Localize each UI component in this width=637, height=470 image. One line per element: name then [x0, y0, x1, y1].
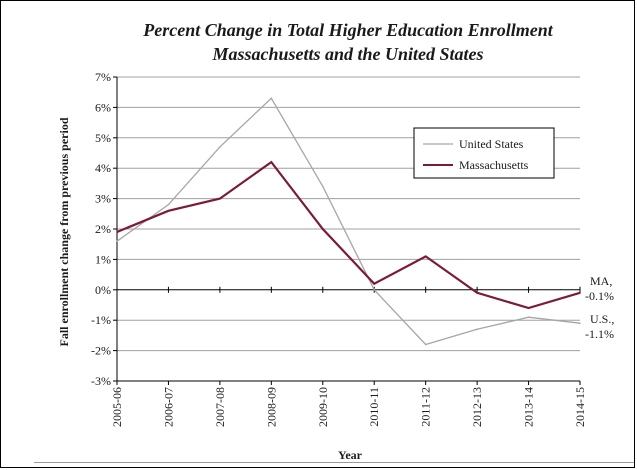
y-tick-label: -3%: [91, 374, 111, 388]
data-point: [219, 197, 221, 200]
data-point: [579, 292, 581, 294]
frame-bottom-divider: [34, 462, 634, 463]
y-tick-label: 1%: [95, 252, 111, 266]
x-tick-label: 2006-07: [161, 387, 175, 427]
data-point: [476, 328, 478, 331]
data-point: [167, 209, 170, 212]
annotation-us-label: U.S.,: [590, 312, 614, 326]
legend-label-united-states: United States: [459, 137, 524, 151]
data-point: [270, 97, 273, 100]
y-tick-label: -1%: [91, 313, 111, 327]
y-tick-labels: -3% -2% -1% 0% 1% 2% 3% 4% 5% 6% 7%: [91, 70, 111, 388]
data-point: [321, 228, 324, 230]
x-tick-label: 2012-13: [470, 387, 484, 427]
data-point: [424, 343, 427, 346]
x-tick-label: 2008-09: [264, 387, 278, 427]
y-tick-label: 3%: [95, 192, 111, 206]
data-point: [476, 292, 478, 294]
x-tick-label: 2014-15: [573, 387, 587, 427]
x-tick-labels: 2005-06 2006-07 2007-08 2008-09 2009-10 2010-…: [110, 387, 587, 427]
data-point: [373, 282, 376, 285]
annotation-ma-value: -0.1%: [585, 289, 614, 303]
y-tick-label: 0%: [95, 283, 111, 297]
legend-label-massachusetts: Massachusetts: [459, 158, 529, 172]
annotation-us-value: -1.1%: [585, 327, 614, 341]
series-line-united-states: [116, 97, 581, 346]
data-point: [321, 185, 324, 188]
data-point: [116, 240, 118, 242]
data-point: [527, 307, 530, 309]
chart-title: Percent Change in Total Higher Education…: [142, 20, 553, 40]
x-tick-label: 2011-12: [419, 387, 433, 427]
annotation-ma-label: MA,: [590, 274, 612, 288]
data-point: [219, 146, 221, 148]
chart-subtitle: Massachusetts and the United States: [211, 44, 483, 64]
x-tick-label: 2009-10: [316, 387, 330, 427]
legend: United States Massachusetts: [413, 127, 555, 179]
data-point: [373, 289, 376, 291]
series-line-massachusetts: [116, 160, 581, 310]
data-point: [167, 203, 170, 206]
y-tick-label: -2%: [91, 344, 111, 358]
y-tick-label: 4%: [95, 161, 111, 175]
x-tick-label: 2007-08: [213, 387, 227, 427]
legend-box: [413, 127, 555, 179]
x-tick-label: 2010-11: [367, 387, 381, 427]
y-axis-title: Fall enrollment change from previous per…: [57, 117, 71, 346]
y-tick-label: 6%: [95, 100, 111, 114]
data-point: [527, 316, 530, 318]
gridlines: [117, 76, 580, 382]
y-tick-label: 5%: [95, 131, 111, 145]
data-point: [424, 255, 427, 258]
series-lines: [116, 97, 581, 346]
end-annotations: MA, -0.1% U.S., -1.1%: [585, 274, 614, 341]
axes: [113, 76, 581, 385]
x-tick-label: 2005-06: [110, 387, 124, 427]
y-tick-label: 2%: [95, 222, 111, 236]
x-tick-label: 2013-14: [522, 387, 536, 427]
data-point: [116, 231, 118, 233]
y-tick-label: 7%: [95, 70, 111, 84]
data-point: [270, 161, 273, 163]
data-point: [579, 322, 581, 325]
x-axis-title: Year: [338, 448, 363, 462]
